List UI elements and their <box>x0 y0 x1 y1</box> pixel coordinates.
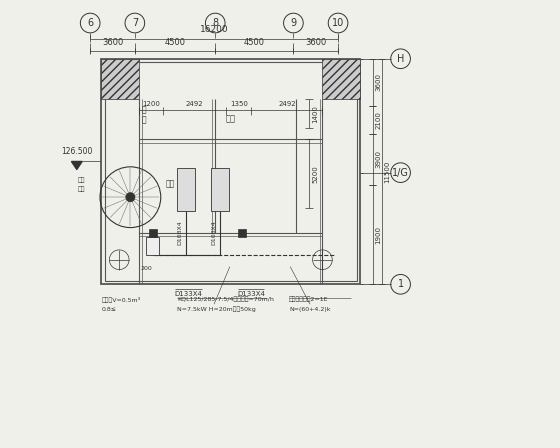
Bar <box>323 59 361 99</box>
Text: 2492: 2492 <box>186 101 203 107</box>
Text: 3600: 3600 <box>102 38 123 47</box>
Text: 排风: 排风 <box>77 177 85 183</box>
Text: 排风量V=0.5m³: 排风量V=0.5m³ <box>101 297 141 303</box>
Text: 风机盘管: 风机盘管 <box>217 184 222 195</box>
Text: 200: 200 <box>140 267 152 271</box>
Text: 3600: 3600 <box>305 38 326 47</box>
Text: 0.8≤: 0.8≤ <box>101 306 116 312</box>
Text: 126.500: 126.500 <box>61 147 92 156</box>
Text: D133X4: D133X4 <box>175 291 202 297</box>
Text: N=7.5kW H=20m重量50kg: N=7.5kW H=20m重量50kg <box>178 306 256 312</box>
Circle shape <box>126 193 135 202</box>
Text: 6: 6 <box>87 18 94 28</box>
Text: 9: 9 <box>290 18 296 28</box>
Bar <box>101 59 361 284</box>
Text: 1200: 1200 <box>142 101 160 107</box>
Text: 机房: 机房 <box>186 177 195 186</box>
Text: 7: 7 <box>132 18 138 28</box>
Bar <box>178 168 195 211</box>
Text: 4500: 4500 <box>165 38 185 47</box>
Text: 机房: 机房 <box>226 115 236 124</box>
Text: 1400: 1400 <box>312 105 319 123</box>
Text: 3600: 3600 <box>376 73 381 91</box>
Text: 机组: 机组 <box>165 179 175 188</box>
Bar <box>238 229 246 237</box>
Bar <box>101 59 139 99</box>
Text: 2492: 2492 <box>278 101 296 107</box>
Bar <box>105 62 357 281</box>
Text: D108X4: D108X4 <box>178 220 183 246</box>
Text: H: H <box>397 54 404 64</box>
Polygon shape <box>72 161 82 169</box>
Bar <box>211 168 228 211</box>
Text: N=(60+4.2)k: N=(60+4.2)k <box>289 306 330 312</box>
Text: 1900: 1900 <box>376 226 381 244</box>
Text: 11500: 11500 <box>385 160 390 183</box>
Text: 风冷热泵机组2=1E: 风冷热泵机组2=1E <box>289 297 328 302</box>
Text: 1350: 1350 <box>230 101 248 107</box>
Text: D108X4: D108X4 <box>211 220 216 246</box>
Text: 1: 1 <box>398 279 404 289</box>
Bar <box>146 237 160 255</box>
Text: 4500: 4500 <box>244 38 265 47</box>
Text: 1/G: 1/G <box>392 168 409 178</box>
Text: 16200: 16200 <box>200 25 228 34</box>
Text: 风机盘管: 风机盘管 <box>184 184 189 195</box>
Text: 10: 10 <box>332 18 344 28</box>
Text: 5200: 5200 <box>312 165 319 183</box>
Text: 机
房: 机 房 <box>142 105 146 124</box>
Text: 8: 8 <box>212 18 218 28</box>
Text: KQL125/285-7.5/4台数风量=70m/h: KQL125/285-7.5/4台数风量=70m/h <box>178 297 274 302</box>
Text: 机组: 机组 <box>77 186 85 192</box>
Bar <box>149 229 157 237</box>
Text: 2100: 2100 <box>376 111 381 129</box>
Text: D133X4: D133X4 <box>237 291 265 297</box>
Text: 3900: 3900 <box>376 151 381 168</box>
